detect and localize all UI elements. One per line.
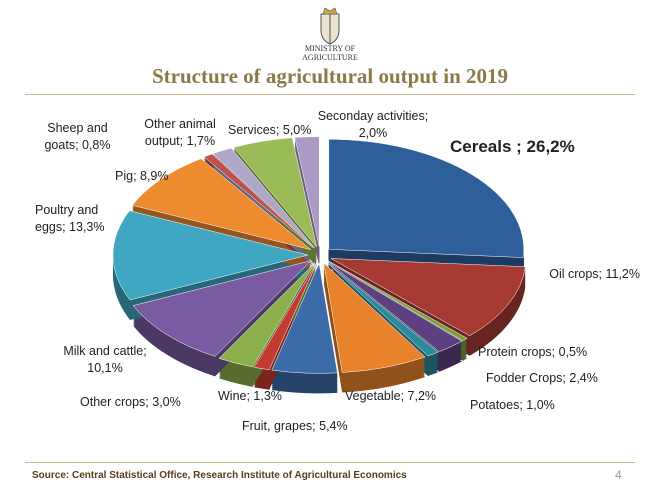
data-label: Pig; 8,9% <box>115 169 169 183</box>
data-label: Oil crops; 11,2% <box>549 267 640 281</box>
data-label: Vegetable; 7,2% <box>345 389 437 403</box>
data-label: Seconday activities; 2,0% <box>317 109 429 140</box>
data-label: Milk and cattle; 10,1% <box>63 344 147 375</box>
page-number: 4 <box>615 468 622 482</box>
divider <box>25 462 635 463</box>
organization: Ministry of Agriculture <box>302 44 358 62</box>
crest <box>320 7 340 45</box>
data-label: Other animal output; 1,7% <box>144 117 216 148</box>
data-label: Fodder Crops; 2,4% <box>486 371 598 385</box>
slice <box>323 262 426 373</box>
slice <box>132 260 312 357</box>
data-label: Wine; 1,3% <box>218 389 282 403</box>
slice <box>326 261 439 357</box>
data-label: Protein crops; 0,5% <box>478 345 588 359</box>
data-label: Poultry and eggs; 13,3% <box>35 203 105 234</box>
slice <box>203 153 314 249</box>
divider <box>25 94 635 95</box>
data-label: Services; 5,0% <box>228 123 312 137</box>
data-label: Fruit, grapes; 5,4% <box>242 419 348 433</box>
slice <box>271 262 338 374</box>
data-label: Other crops; 3,0% <box>80 395 181 409</box>
slice <box>328 260 468 341</box>
slice <box>112 210 309 301</box>
chart-title: Structure of agricultural output in 2019 <box>151 64 509 88</box>
data-label: Sheep and goats; 0,8% <box>44 121 111 152</box>
slice <box>212 147 315 248</box>
slice <box>327 261 463 352</box>
slice <box>218 262 316 368</box>
slice <box>131 158 311 250</box>
data-label: Cereals ; 26,2% <box>450 137 575 156</box>
source: Source: Central Statistical Office, Rese… <box>32 470 407 481</box>
slice <box>328 139 525 258</box>
slice <box>330 258 526 337</box>
slice <box>233 137 317 248</box>
data-label: Potatoes; 1,0% <box>470 398 555 412</box>
slice <box>253 262 317 371</box>
slice <box>294 136 320 247</box>
